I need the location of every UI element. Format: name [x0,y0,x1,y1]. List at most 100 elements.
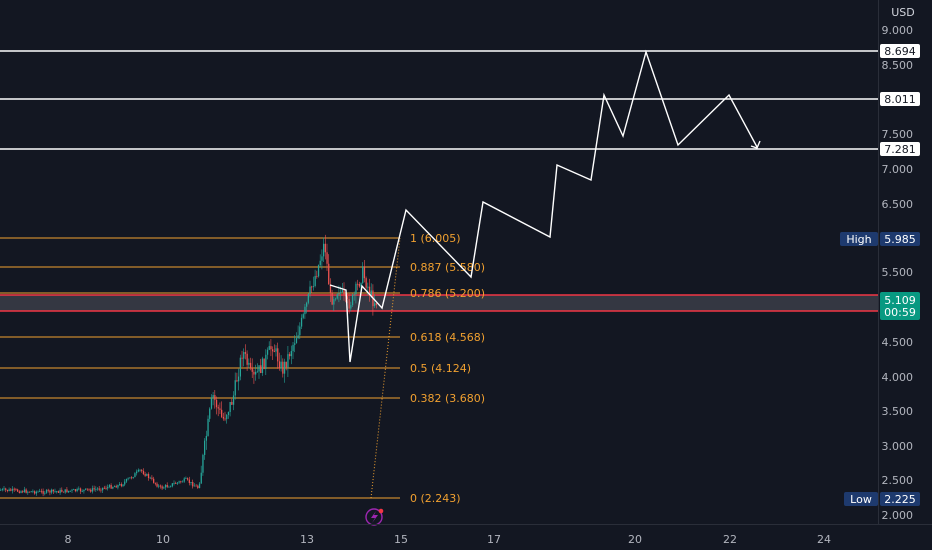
candle-body [334,298,337,300]
candle-body [239,357,241,377]
candle-body [360,283,362,287]
candle-body [62,491,65,493]
candle-body [261,358,264,374]
candle-body [176,482,179,484]
candle-body [255,371,257,375]
candle-body [98,488,100,490]
candle-body [112,487,114,489]
candle-body [91,488,94,492]
candle-body [272,349,274,352]
candle-body [258,365,260,372]
candle-body [45,489,48,493]
candle-body [367,286,369,288]
projection-path[interactable] [329,49,758,363]
candle-body [124,481,126,485]
svg-text:00:59: 00:59 [884,306,916,319]
candle-body [119,484,121,486]
candle-body [164,484,167,488]
candle-body [6,489,9,491]
candle-body [39,490,41,492]
candle-body [139,469,141,471]
candle-body [188,479,190,483]
candle-body [95,488,97,490]
candle-body [319,260,321,266]
candle-body [304,306,306,315]
candle-body [10,489,12,491]
candle-body [129,477,131,479]
candle-body [187,478,189,480]
candle-body [120,484,122,487]
lightning-event-icon[interactable] [365,508,384,526]
candle-body [134,473,136,478]
candle-body [193,485,196,487]
candle-body [127,478,129,480]
candle-body [329,284,332,293]
candle-body [15,489,17,490]
candle-body [107,486,109,489]
candle-body [374,303,376,307]
candle-body [44,492,46,494]
y-tick-label: 7.000 [882,163,914,176]
candle-body [57,491,60,493]
candle-body [285,361,287,368]
price-axis-separator [878,0,879,524]
time-axis[interactable]: 8 10 13 15 17 20 22 24 [65,533,832,546]
candle-body [273,351,275,353]
candle-body [302,314,304,318]
candle-body [231,401,233,405]
candle-body [336,294,338,299]
candle-body [244,352,247,354]
candle-body [282,361,284,374]
candle-body [328,263,330,285]
candle-body [47,489,49,491]
currency-label[interactable]: USD [891,6,915,19]
candle-body [51,489,53,493]
candle-body [370,290,372,296]
candle-body [200,472,202,484]
fib-retracement[interactable]: 1 (6.005) 0.887 (5.580) 0.786 (5.200) 0.618… [0,232,485,505]
candle-body [292,344,294,352]
supply-zone[interactable] [0,295,878,311]
candle-body [181,481,184,483]
y-tick-label: 7.500 [882,128,914,141]
candle-body [294,343,296,345]
projection-arrowhead [750,140,761,149]
fib-level-label: 0.786 (5.200) [410,287,485,300]
candle-body [214,395,216,400]
y-tick-label: 8.500 [882,59,914,72]
candle-body [243,352,245,359]
candle-body [30,491,32,493]
candle-body [227,411,230,415]
svg-text:5.109: 5.109 [884,294,916,307]
candle-body [102,487,104,491]
candle-body [20,491,22,493]
candle-body [108,485,111,487]
candlesticks[interactable] [0,234,377,497]
price-axis[interactable]: 9.000 8.500 7.500 7.000 6.500 5.500 4.500 4.000… [882,24,914,522]
resistance-lines[interactable] [0,50,878,150]
fib-level-label: 0.887 (5.580) [410,261,485,274]
candle-body [348,299,350,309]
candle-body [246,353,248,365]
candle-body [219,408,221,410]
candle-body [105,487,107,489]
candle-body [299,326,301,336]
candle-body [40,490,43,492]
candle-body [85,488,87,490]
candle-body [309,286,311,295]
candle-body [115,486,117,488]
candle-body [163,487,165,489]
candle-body [153,478,155,483]
svg-text:7.281: 7.281 [884,143,916,156]
candle-body [25,489,27,493]
candle-body [307,294,309,303]
candle-body [83,489,85,492]
svg-text:High: High [846,233,871,246]
candle-body [215,399,218,408]
candle-body [226,414,228,420]
candle-body [22,491,24,493]
candle-body [365,278,367,288]
candle-body [171,483,173,487]
y-tick-label: 6.500 [882,198,914,211]
